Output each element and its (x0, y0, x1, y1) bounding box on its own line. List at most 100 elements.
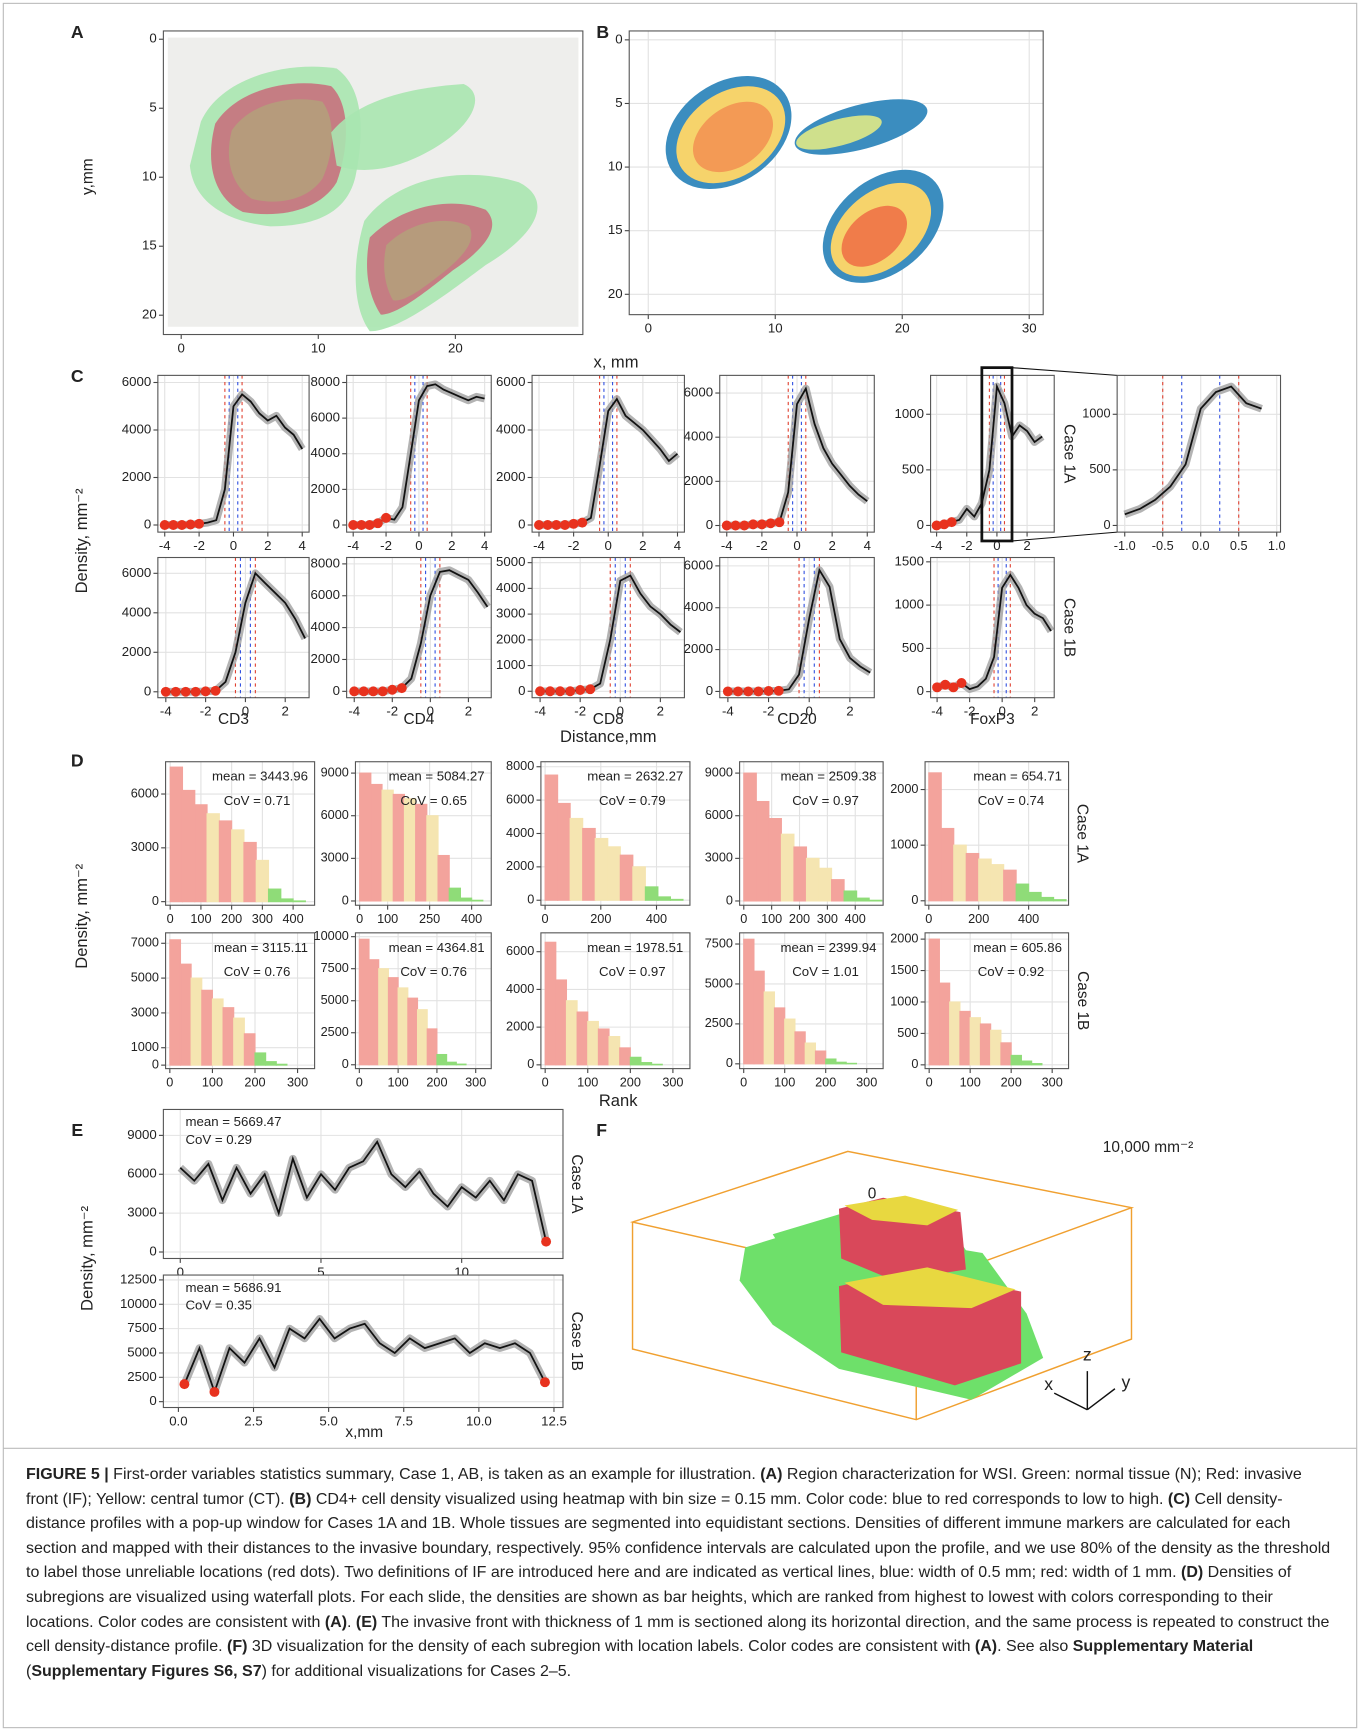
caption-text: CD4+ cell density visualized using heatm… (311, 1490, 1168, 1508)
unreliable-point (364, 520, 375, 530)
waterfall-bar (455, 1063, 467, 1066)
waterfall-bar (965, 852, 980, 902)
y-tick-label: 2000 (506, 1019, 534, 1033)
waterfall-bar (179, 963, 192, 1066)
y-tick-label: 5000 (496, 554, 525, 569)
x-tick-label: 0 (230, 538, 237, 553)
x-tick-label: -4 (347, 538, 359, 553)
y-tick-label: 7500 (321, 961, 349, 975)
waterfall-bar (969, 1017, 981, 1066)
x-tick-label: -4 (931, 538, 943, 553)
unreliable-point (200, 686, 211, 697)
waterfall-bar (949, 1001, 961, 1066)
y-tick-label: 10 (142, 169, 157, 184)
waterfall-bar (582, 827, 596, 901)
waterfall-bar (181, 789, 196, 903)
unreliable-point (756, 519, 767, 530)
x-tick-label: 300 (287, 1075, 308, 1089)
waterfall-bar (979, 1023, 992, 1066)
waterfall-bar (459, 897, 473, 902)
density-line (179, 1140, 547, 1242)
waterfall-bar (928, 938, 940, 1066)
cov-label: CoV = 0.76 (224, 964, 291, 979)
y-tick-label: 4000 (496, 580, 525, 595)
x-tick-label: 0 (356, 912, 363, 926)
x-tick-label: 300 (856, 1075, 877, 1089)
waterfall-bar (743, 772, 757, 902)
caption-text: FIGURE 5 | (26, 1466, 109, 1483)
waterfall-bar (233, 1017, 245, 1066)
waterfall-bar (169, 766, 184, 903)
waterfall-bar (1040, 896, 1055, 902)
strip-label: Case 1A (568, 1154, 585, 1214)
x-tick-label: -4 (159, 538, 171, 553)
caption-text: (A) (760, 1466, 783, 1483)
waterfall-bar (805, 857, 820, 902)
y-tick-label: 12500 (120, 1271, 157, 1286)
waterfall-bar (218, 820, 233, 903)
x-tick-label: 300 (465, 1075, 486, 1089)
waterfall-bar (446, 1061, 457, 1066)
plot-border (165, 932, 316, 1070)
axis-letter: x (1044, 1374, 1053, 1394)
unreliable-point (349, 686, 360, 697)
waterfall-bar (651, 1063, 663, 1066)
unreliable-point (545, 686, 556, 697)
y-tick-label: 5000 (127, 1344, 156, 1359)
x-tick-label: 2 (448, 538, 455, 553)
x-tick-label: -2 (574, 704, 586, 719)
unreliable-point (568, 518, 579, 529)
x-tick-label: -4 (721, 538, 733, 553)
y-tick-label: 8000 (311, 374, 340, 389)
x-tick-label: 2 (1031, 704, 1038, 719)
waterfall-bar (576, 1011, 589, 1066)
x-axis-label: x,mm (345, 1424, 383, 1441)
x-tick-label: -1.0 (1114, 539, 1136, 553)
y-tick-label: 0 (342, 1057, 349, 1071)
y-tick-label: 5 (615, 95, 622, 110)
y-tick-label: 0 (144, 683, 151, 698)
unreliable-point (358, 686, 369, 697)
y-axis-label: y,mm (79, 158, 96, 195)
caption-text: ( (26, 1662, 32, 1680)
waterfall-bar (243, 841, 257, 903)
waterfall-bar (211, 998, 224, 1066)
x-tick-label: 300 (1042, 1075, 1063, 1089)
waterfall-bar (231, 829, 245, 903)
x-tick-label: 400 (283, 912, 304, 926)
plot-border (719, 556, 875, 699)
x-tick-label: -2 (386, 704, 398, 719)
unreliable-point (176, 520, 187, 530)
y-tick-label: 1000 (895, 597, 924, 612)
waterfall-bar (292, 900, 306, 903)
density-line (1124, 385, 1262, 516)
plot-border (540, 761, 691, 906)
unreliable-point (773, 685, 784, 696)
unreliable-point (555, 686, 566, 697)
cov-label: CoV = 0.97 (599, 964, 666, 979)
x-tick-label: 0 (415, 538, 422, 553)
cov-label: CoV = 0.65 (400, 793, 467, 808)
strip-label: Case 1B (1074, 971, 1091, 1030)
x-tick-label: 10.0 (466, 1413, 492, 1428)
caption-text: (A) (324, 1613, 348, 1631)
plot-border (719, 374, 875, 533)
x-tick-label: 1.0 (1268, 539, 1286, 553)
y-tick-label: 0 (342, 893, 349, 907)
x-tick-label: 200 (620, 1075, 641, 1089)
y-tick-label: 1000 (895, 406, 924, 421)
plot-border (531, 374, 685, 533)
waterfall-bar (407, 997, 419, 1066)
y-tick-label: 6000 (496, 374, 525, 389)
waterfall-bar (1053, 899, 1067, 902)
x-axis-label: x, mm (593, 353, 638, 372)
unreliable-point (753, 686, 764, 697)
y-tick-label: 3000 (127, 1205, 156, 1220)
waterfall-bar (629, 1056, 642, 1066)
y-tick-label: 5000 (131, 970, 159, 984)
x-tick-label: 0 (178, 340, 185, 355)
cov-label: CoV = 0.92 (978, 964, 1045, 979)
x-tick-label: 0.0 (1192, 539, 1210, 553)
waterfall-bar (557, 802, 571, 901)
x-tick-label: 200 (426, 1075, 447, 1089)
